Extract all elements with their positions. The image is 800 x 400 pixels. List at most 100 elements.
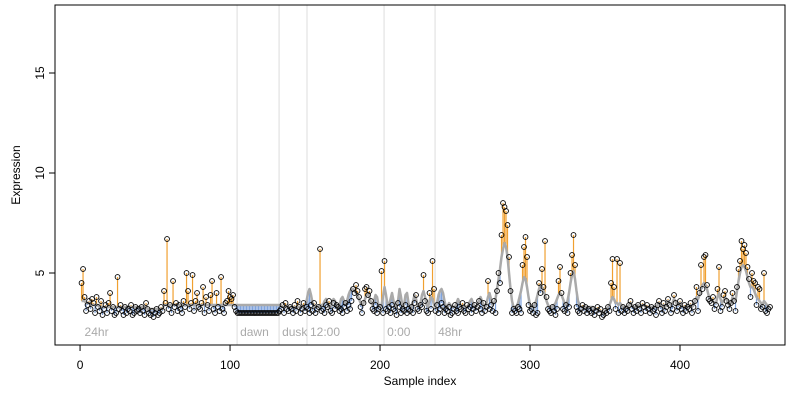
data-point xyxy=(411,300,418,306)
data-point xyxy=(324,304,331,310)
data-point xyxy=(90,300,97,306)
data-point xyxy=(192,298,199,304)
data-point xyxy=(356,294,362,300)
data-point xyxy=(167,302,173,308)
data-point xyxy=(198,300,205,306)
data-point xyxy=(756,286,763,292)
period-label: 0:00 xyxy=(387,325,411,339)
data-point xyxy=(753,302,760,308)
data-point xyxy=(153,306,160,312)
data-point xyxy=(572,262,578,268)
data-point xyxy=(522,234,529,240)
data-point xyxy=(431,286,437,292)
data-point xyxy=(113,310,119,316)
data-point xyxy=(611,284,617,290)
data-point xyxy=(141,312,148,318)
data-point xyxy=(690,304,697,310)
data-point xyxy=(506,254,512,260)
data-point xyxy=(498,232,505,238)
data-point xyxy=(459,300,466,306)
data-point xyxy=(200,284,206,290)
data-point xyxy=(425,310,431,316)
data-point xyxy=(180,298,187,304)
data-point xyxy=(347,306,353,312)
data-point xyxy=(377,304,383,310)
data-point xyxy=(179,310,185,316)
data-point xyxy=(380,310,386,316)
data-point xyxy=(608,280,614,286)
data-point xyxy=(230,292,236,298)
period-label: dusk xyxy=(282,325,308,339)
data-point xyxy=(455,310,461,316)
data-point xyxy=(744,264,751,270)
data-point xyxy=(665,296,671,302)
data-point xyxy=(410,310,416,316)
data-point xyxy=(531,302,538,308)
y-tick-label: 15 xyxy=(33,66,47,80)
data-point xyxy=(329,310,335,316)
data-point xyxy=(428,306,434,312)
data-point xyxy=(696,290,703,296)
data-point xyxy=(476,298,482,304)
data-point xyxy=(78,280,85,286)
data-point xyxy=(612,306,619,312)
data-point xyxy=(188,300,194,306)
data-point xyxy=(201,310,208,316)
data-point xyxy=(494,288,500,294)
data-point xyxy=(606,308,613,314)
data-point xyxy=(732,308,739,314)
data-point xyxy=(554,306,560,312)
data-point xyxy=(218,274,224,280)
data-point xyxy=(627,298,634,304)
data-point xyxy=(183,270,190,276)
data-point xyxy=(186,306,193,312)
data-point xyxy=(488,302,494,308)
data-point xyxy=(746,276,752,282)
data-point xyxy=(413,292,419,298)
data-point xyxy=(81,294,88,300)
data-point xyxy=(300,300,307,306)
data-point xyxy=(204,302,211,308)
data-point xyxy=(737,258,743,264)
data-point xyxy=(339,310,346,316)
data-point xyxy=(525,302,532,308)
data-point xyxy=(107,290,113,296)
data-point xyxy=(321,310,328,316)
data-point xyxy=(552,312,559,318)
data-point xyxy=(734,284,740,290)
data-point xyxy=(761,270,767,276)
y-axis-label: Expression xyxy=(9,145,23,204)
data-point xyxy=(570,232,577,238)
data-point xyxy=(203,294,209,300)
data-point xyxy=(408,304,415,310)
data-point xyxy=(197,306,203,312)
data-point xyxy=(503,208,509,214)
data-point xyxy=(293,308,299,314)
data-point xyxy=(672,300,679,306)
data-point xyxy=(497,280,503,286)
x-axis-label: Sample index xyxy=(384,374,457,388)
data-point xyxy=(731,298,737,304)
data-point xyxy=(291,302,298,308)
data-point xyxy=(558,290,565,296)
data-point xyxy=(695,308,701,314)
data-point xyxy=(722,288,728,294)
data-point xyxy=(597,306,604,312)
data-point xyxy=(566,304,572,310)
data-point xyxy=(492,310,499,316)
data-point xyxy=(638,310,644,316)
data-point xyxy=(212,310,218,316)
data-point xyxy=(429,258,436,264)
data-point xyxy=(381,258,388,264)
data-point xyxy=(653,312,659,318)
data-point xyxy=(209,278,215,284)
data-point xyxy=(281,310,287,316)
data-point xyxy=(741,242,748,248)
data-point xyxy=(213,290,220,296)
y-tick-label: 10 xyxy=(33,166,47,180)
data-point xyxy=(143,300,149,306)
data-point xyxy=(518,310,524,316)
data-point xyxy=(693,284,700,290)
